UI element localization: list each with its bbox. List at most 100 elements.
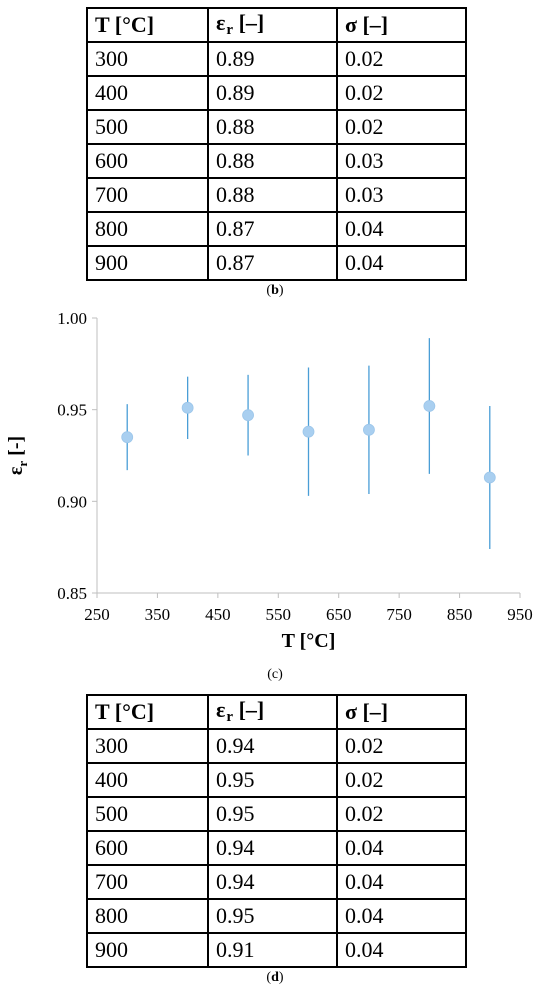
data-point xyxy=(302,425,315,438)
cell-temperature: 300 xyxy=(86,728,209,764)
table-b: T [°C] εr [–] σ [–] 300 0.89 0.02 400 0.89 0.… xyxy=(86,7,467,281)
data-point xyxy=(121,431,134,444)
x-tick-label: 650 xyxy=(326,605,352,624)
table-row: 300 0.89 0.02 xyxy=(86,41,467,77)
chart-ticks: 0.85 0.90 0.95 1.00 250 350 450 550 650 750 850 950 xyxy=(57,309,533,624)
table-row: 700 0.94 0.04 xyxy=(86,864,467,900)
x-axis-label: T [°C] xyxy=(282,630,336,652)
header-temperature: T [°C] xyxy=(86,694,209,730)
cell-emissivity: 0.88 xyxy=(207,177,338,213)
y-tick-label: 0.85 xyxy=(57,584,87,603)
header-emissivity-subscript: r xyxy=(226,709,234,725)
y-tick-label: 0.95 xyxy=(57,401,87,420)
table-row: 500 0.88 0.02 xyxy=(86,109,467,145)
header-sigma: σ [–] xyxy=(336,694,467,730)
caption-b-letter: b xyxy=(271,283,279,298)
header-emissivity-unit: [–] xyxy=(233,697,265,722)
caption-c-letter: c xyxy=(271,667,279,682)
table-row: 500 0.95 0.02 xyxy=(86,796,467,832)
header-emissivity-unit: [–] xyxy=(233,10,265,35)
table-row: 300 0.94 0.02 xyxy=(86,728,467,764)
cell-temperature: 600 xyxy=(86,830,209,866)
cell-sigma: 0.02 xyxy=(336,762,467,798)
data-point xyxy=(363,423,375,436)
header-temperature: T [°C] xyxy=(86,7,209,43)
cell-sigma: 0.04 xyxy=(336,898,467,934)
cell-emissivity: 0.88 xyxy=(207,109,338,145)
x-tick-label: 250 xyxy=(84,605,110,624)
caption-c: (c) xyxy=(0,667,550,683)
cell-sigma: 0.04 xyxy=(336,830,467,866)
data-point xyxy=(181,401,194,414)
table-row: 600 0.88 0.03 xyxy=(86,143,467,179)
cell-emissivity: 0.94 xyxy=(207,830,338,866)
y-axis-label-subscript: r xyxy=(15,461,30,467)
cell-temperature: 900 xyxy=(86,245,209,281)
cell-temperature: 400 xyxy=(86,75,209,111)
caption-b-open: ( xyxy=(266,283,272,298)
header-emissivity-subscript: r xyxy=(226,22,234,38)
cell-sigma: 0.03 xyxy=(336,177,467,213)
y-tick-label: 0.90 xyxy=(57,492,87,511)
cell-temperature: 800 xyxy=(86,211,209,247)
caption-b-close: ) xyxy=(278,283,284,298)
data-point xyxy=(423,400,436,412)
table-row: 800 0.95 0.04 xyxy=(86,898,467,934)
chart-marks xyxy=(121,338,496,549)
table-row: 900 0.91 0.04 xyxy=(86,932,467,968)
cell-emissivity: 0.88 xyxy=(207,143,338,179)
caption-c-open: ( xyxy=(267,667,272,682)
caption-d-letter: d xyxy=(271,970,279,985)
cell-sigma: 0.04 xyxy=(336,211,467,247)
emissivity-chart: 0.85 0.90 0.95 1.00 250 350 450 550 650 750 850 950… xyxy=(5,309,533,652)
cell-temperature: 700 xyxy=(86,177,209,213)
cell-temperature: 900 xyxy=(86,932,209,968)
cell-emissivity: 0.91 xyxy=(207,932,338,968)
cell-emissivity: 0.89 xyxy=(207,75,338,111)
header-emissivity-symbol: ε xyxy=(216,10,226,35)
x-tick-label: 350 xyxy=(145,605,171,624)
table-row: 800 0.87 0.04 xyxy=(86,211,467,247)
table-row: 600 0.94 0.04 xyxy=(86,830,467,866)
x-tick-label: 850 xyxy=(447,605,473,624)
caption-b: (b) xyxy=(0,283,550,299)
cell-emissivity: 0.89 xyxy=(207,41,338,77)
chart-axes xyxy=(96,318,520,594)
caption-c-close: ) xyxy=(278,667,283,682)
caption-d-close: ) xyxy=(278,970,284,985)
table-row: 400 0.95 0.02 xyxy=(86,762,467,798)
cell-emissivity: 0.87 xyxy=(207,245,338,281)
y-axis-label-unit: [-] xyxy=(5,436,27,461)
caption-d-open: ( xyxy=(266,970,272,985)
header-emissivity: εr [–] xyxy=(207,694,338,730)
cell-emissivity: 0.95 xyxy=(207,796,338,832)
y-axis-label-symbol: ε xyxy=(5,466,27,475)
data-point xyxy=(242,409,254,422)
cell-sigma: 0.02 xyxy=(336,109,467,145)
table-header-row: T [°C] εr [–] σ [–] xyxy=(86,694,467,730)
cell-sigma: 0.02 xyxy=(336,41,467,77)
y-tick-label: 1.00 xyxy=(57,309,87,328)
header-sigma: σ [–] xyxy=(336,7,467,43)
cell-emissivity: 0.95 xyxy=(207,898,338,934)
data-point xyxy=(483,471,496,484)
y-axis-label: εr [-] xyxy=(5,436,30,475)
cell-sigma: 0.03 xyxy=(336,143,467,179)
table-row: 900 0.87 0.04 xyxy=(86,245,467,281)
cell-emissivity: 0.94 xyxy=(207,728,338,764)
cell-sigma: 0.04 xyxy=(336,932,467,968)
caption-d: (d) xyxy=(0,970,550,986)
x-tick-label: 750 xyxy=(386,605,412,624)
cell-temperature: 400 xyxy=(86,762,209,798)
header-emissivity-symbol: ε xyxy=(216,697,226,722)
x-tick-label: 550 xyxy=(266,605,292,624)
cell-emissivity: 0.87 xyxy=(207,211,338,247)
table-header-row: T [°C] εr [–] σ [–] xyxy=(86,7,467,43)
cell-sigma: 0.02 xyxy=(336,728,467,764)
cell-temperature: 800 xyxy=(86,898,209,934)
cell-sigma: 0.02 xyxy=(336,796,467,832)
cell-emissivity: 0.95 xyxy=(207,762,338,798)
x-tick-label: 450 xyxy=(205,605,231,624)
cell-sigma: 0.02 xyxy=(336,75,467,111)
cell-temperature: 700 xyxy=(86,864,209,900)
